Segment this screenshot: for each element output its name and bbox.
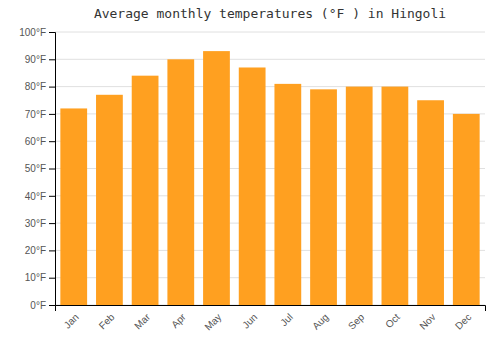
tick-mark (49, 196, 55, 197)
tick-mark (49, 87, 55, 88)
bar (274, 84, 301, 305)
tick-label: Aug (310, 311, 330, 331)
tick: Nov (417, 311, 437, 331)
tick: Mar (132, 311, 152, 331)
bar (167, 59, 194, 305)
tick-mark (49, 169, 55, 170)
tick-label: Jun (240, 311, 259, 330)
tick: 80°F (25, 81, 55, 92)
tick-mark (49, 59, 55, 60)
tick-label: 50°F (25, 163, 46, 174)
tick: 100°F (19, 27, 55, 38)
tick: 40°F (25, 191, 55, 202)
bars (60, 51, 479, 305)
tick-label: 60°F (25, 136, 46, 147)
tick-label: Apr (169, 311, 188, 330)
bar (453, 114, 480, 305)
tick-label: Dec (453, 311, 473, 331)
y-axis: 0°F 10°F 20°F 30°F 40°F 50°F 60°F 70°F 80°F 90°F 1… (19, 27, 55, 311)
bar (96, 95, 123, 305)
tick: 30°F (25, 218, 55, 229)
tick: Aug (310, 311, 330, 331)
bar (382, 87, 409, 305)
grid-line (55, 86, 485, 87)
bar (239, 67, 266, 305)
tick: May (202, 311, 223, 332)
grid-line (55, 32, 485, 33)
tick-label: Oct (383, 311, 402, 330)
tick-mark (49, 278, 55, 279)
tick: 90°F (25, 54, 55, 65)
tick-label: May (202, 311, 223, 332)
tick-label: 90°F (25, 54, 46, 65)
tick-label: 70°F (25, 109, 46, 120)
tick: 10°F (25, 272, 55, 283)
tick-label: 100°F (19, 27, 46, 38)
axis-line (56, 306, 486, 312)
tick: Jul (278, 311, 295, 328)
tick-mark (49, 250, 55, 251)
tick-mark (49, 223, 55, 224)
grid-line (55, 59, 485, 60)
tick: Feb (97, 311, 117, 331)
tick: 0°F (30, 300, 55, 311)
tick-label: 10°F (25, 272, 46, 283)
tick-mark (49, 305, 55, 306)
tick-label: Jul (278, 311, 295, 328)
tick-label: 0°F (30, 300, 46, 311)
tick-label: 40°F (25, 191, 46, 202)
tick: 20°F (25, 245, 55, 256)
grid (55, 32, 485, 305)
tick: Jun (240, 311, 259, 330)
tick: 50°F (25, 163, 55, 174)
tick-mark (49, 141, 55, 142)
bar (203, 51, 230, 305)
tick-label: 30°F (25, 218, 46, 229)
tick-label: Sep (346, 311, 367, 332)
bar (346, 87, 373, 305)
tick-label: Mar (132, 311, 152, 331)
bar (132, 76, 159, 305)
plot: 0°F 10°F 20°F 30°F 40°F 50°F 60°F 70°F 80°F 90°F 1… (19, 27, 485, 333)
tick: 70°F (25, 109, 55, 120)
tick-label: 80°F (25, 81, 46, 92)
chart: 0°F 10°F 20°F 30°F 40°F 50°F 60°F 70°F 80°F 90°F 1… (0, 0, 500, 350)
x-axis: Jan Feb Mar Apr May Jun Jul Aug Sep Oct Nov Dec (56, 306, 486, 333)
bar (310, 89, 337, 305)
tick-label: Nov (417, 311, 437, 331)
tick: Apr (169, 311, 188, 330)
tick-mark (49, 32, 55, 33)
tick-mark (49, 114, 55, 115)
axis-line (49, 33, 56, 306)
title: Average monthly temperatures (°F ) in Hi… (94, 6, 446, 21)
tick-label: Feb (97, 311, 117, 331)
tick: 60°F (25, 136, 55, 147)
tick: Sep (346, 311, 367, 332)
tick-label: Jan (62, 311, 81, 330)
tick: Dec (453, 311, 473, 331)
tick-label: 20°F (25, 245, 46, 256)
bar (60, 108, 87, 305)
tick: Jan (62, 311, 81, 330)
bar (417, 100, 444, 305)
tick: Oct (383, 311, 402, 330)
